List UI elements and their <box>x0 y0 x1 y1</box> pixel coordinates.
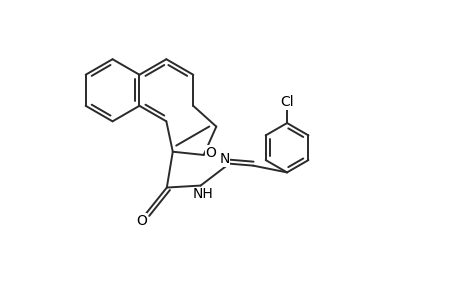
Text: O: O <box>205 146 216 160</box>
Text: O: O <box>135 214 146 228</box>
Text: Cl: Cl <box>280 95 293 109</box>
Text: NH: NH <box>192 187 213 201</box>
Text: N: N <box>219 152 229 166</box>
